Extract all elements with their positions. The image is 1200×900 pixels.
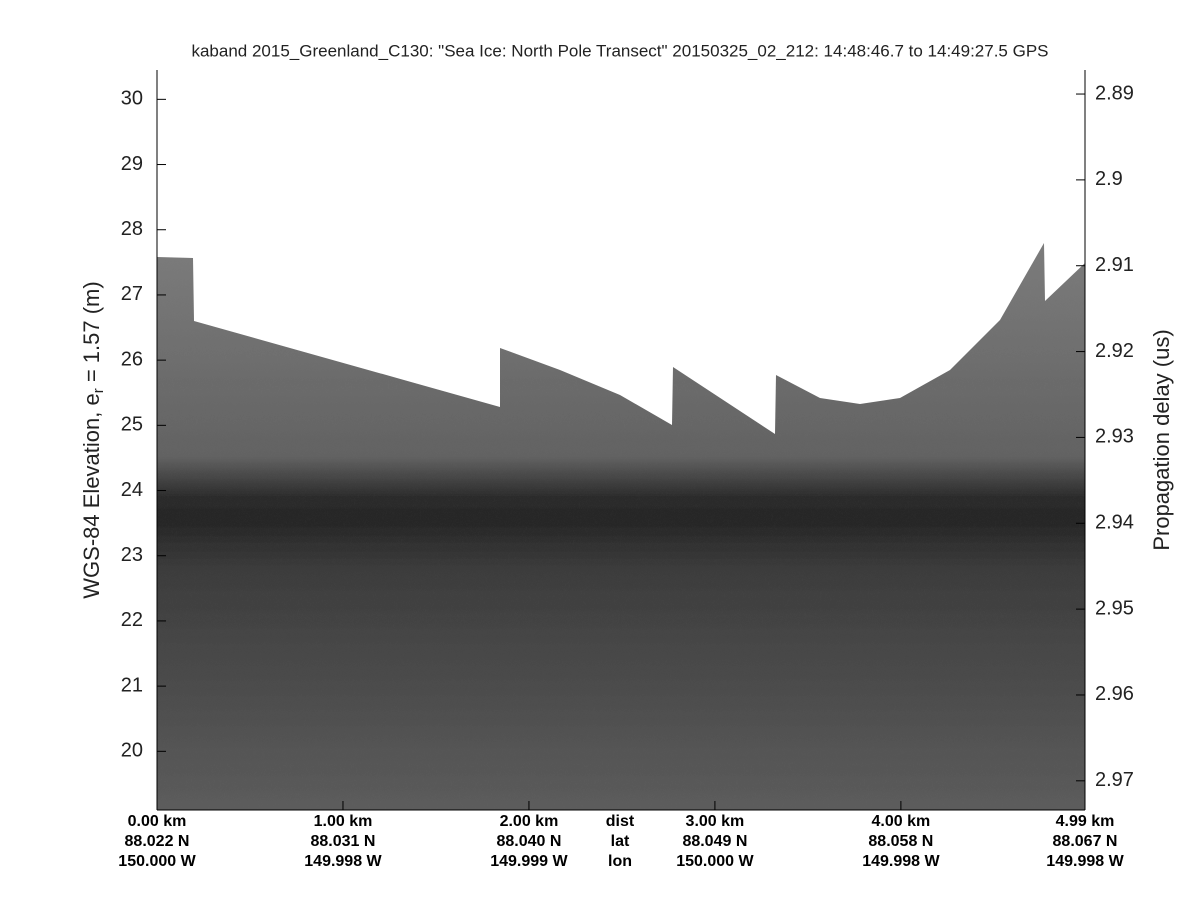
x-tick-lon: 150.000 W [118,853,196,870]
y2-tick-label: 2.9 [1095,168,1123,190]
y2-tick-label: 2.96 [1095,683,1134,705]
y2-tick-label: 2.95 [1095,597,1134,619]
x-tick-lat: 88.040 N [496,833,561,850]
y2-tick-label: 2.89 [1095,82,1134,104]
x-tick-lat: 88.031 N [311,833,376,850]
y2-tick-label: 2.91 [1095,254,1134,276]
x-tick-label: 0.00 km [128,813,187,830]
x-tick-label: 3.00 km [686,813,745,830]
row-label: lon [608,853,632,870]
x-tick-lon: 149.998 W [304,853,382,870]
y2-tick-label: 2.92 [1095,340,1134,362]
x-tick-lat: 88.058 N [868,833,933,850]
y-tick-label: 29 [121,153,143,175]
x-tick-label: 2.00 km [500,813,559,830]
y-tick-label: 25 [121,414,143,436]
x-tick-lon: 150.000 W [676,853,754,870]
y2-tick-label: 2.94 [1095,512,1134,534]
y2-tick-label: 2.97 [1095,769,1134,791]
x-tick-lat: 88.022 N [125,833,190,850]
y2-axis-label: Propagation delay (us) [1149,329,1174,550]
x-tick-label: 4.99 km [1056,813,1115,830]
y-tick-label: 27 [121,283,143,305]
y-tick-label: 23 [121,544,143,566]
y-label-subscript: r [90,388,107,393]
x-tick-lon: 149.998 W [862,853,940,870]
y-tick-label: 30 [121,88,143,110]
y-tick-label: 28 [121,218,143,240]
x-tick-lat: 88.049 N [682,833,747,850]
chart-title: kaband 2015_Greenland_C130: "Sea Ice: No… [191,41,1048,60]
y2-tick-label: 2.93 [1095,426,1134,448]
x-tick-lon: 149.998 W [1046,853,1124,870]
row-label: lat [611,833,630,850]
y-axis-label: WGS-84 Elevation, er = 1.57 (m) [79,281,107,598]
y-tick-label: 24 [121,479,143,501]
y-tick-label: 22 [121,609,143,631]
x-tick-label: 4.00 km [872,813,931,830]
x-tick-lat: 88.067 N [1053,833,1118,850]
y-label-rest: = 1.57 (m) [79,281,104,388]
echogram-image [157,243,1085,810]
x-tick-label: 1.00 km [314,813,373,830]
row-label: dist [606,813,635,830]
y-label-main: WGS-84 Elevation, e [79,393,104,598]
y-tick-label: 21 [121,674,143,696]
x-tick-lon: 149.999 W [490,853,568,870]
y-tick-label: 20 [121,740,143,762]
y-tick-label: 26 [121,348,143,370]
